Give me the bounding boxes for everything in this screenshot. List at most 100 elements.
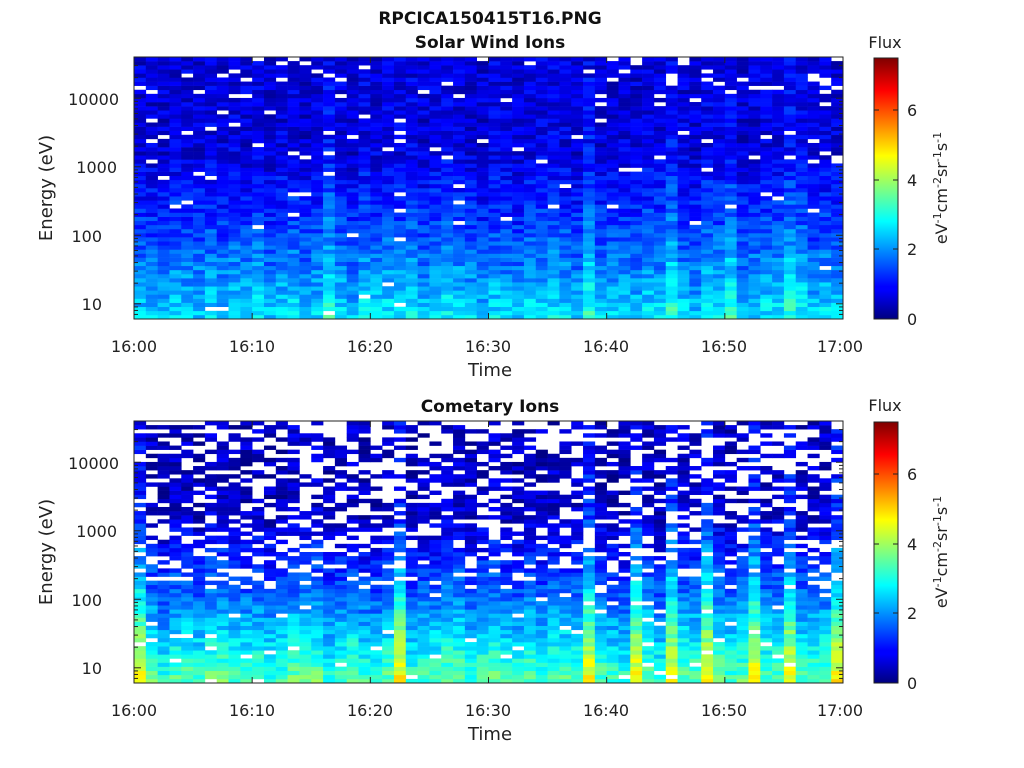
spectrogram-cell [689, 93, 702, 99]
spectrogram-cell [334, 592, 347, 598]
spectrogram-cell [169, 617, 182, 622]
spectrogram-cell [134, 461, 147, 467]
spectrogram-cell [346, 592, 359, 598]
spectrogram-cell [500, 261, 513, 267]
spectrogram-cell [653, 282, 667, 287]
spectrogram-cell [724, 138, 737, 144]
spectrogram-cell [783, 167, 797, 172]
spectrogram-cell [346, 122, 359, 127]
spectrogram-cell [724, 179, 737, 185]
spectrogram-cell [488, 220, 501, 226]
spectrogram-cell [393, 310, 407, 316]
spectrogram-cell [240, 69, 253, 74]
spectrogram-cell [653, 147, 667, 152]
spectrogram-cell [488, 61, 501, 66]
spectrogram-cell [772, 57, 785, 62]
spectrogram-cell [417, 261, 430, 267]
spectrogram-cell [393, 261, 407, 267]
spectrogram-cell [713, 65, 726, 70]
spectrogram-cell [701, 265, 714, 271]
spectrogram-cell [512, 118, 525, 123]
spectrogram-cell [311, 155, 324, 160]
spectrogram-cell [547, 278, 560, 283]
spectrogram-cell [252, 629, 265, 635]
spectrogram-cell [145, 81, 158, 86]
spectrogram-cell [512, 114, 525, 119]
spectrogram-cell [783, 228, 797, 234]
spectrogram-cell [370, 57, 383, 62]
spectrogram-cell [311, 298, 324, 303]
spectrogram-cell [346, 572, 359, 577]
spectrogram-cell [630, 126, 643, 131]
spectrogram-cell [583, 306, 596, 312]
spectrogram-cell [299, 245, 312, 250]
spectrogram-cell [358, 175, 371, 181]
spectrogram-cell [689, 278, 702, 283]
spectrogram-cell [500, 278, 513, 283]
spectrogram-cell [370, 556, 383, 561]
spectrogram-cell [736, 118, 749, 123]
spectrogram-cell [275, 421, 288, 426]
spectrogram-cell [134, 151, 147, 156]
spectrogram-cell [334, 461, 347, 467]
spectrogram-cell [145, 188, 158, 193]
spectrogram-cell [819, 196, 832, 201]
spectrogram-cell [299, 286, 312, 291]
spectrogram-cell [476, 102, 489, 107]
spectrogram-cell [145, 93, 158, 99]
spectrogram-cell [287, 572, 300, 577]
spectrogram-cell [665, 122, 678, 127]
spectrogram-cell [488, 114, 501, 119]
spectrogram-cell [240, 57, 253, 62]
spectrogram-cell [193, 249, 206, 254]
spectrogram-cell [169, 138, 182, 144]
spectrogram-cell [429, 110, 442, 115]
spectrogram-cell [287, 97, 300, 103]
spectrogram-cell [405, 77, 418, 82]
spectrogram-cell [311, 654, 324, 659]
spectrogram-cell [488, 102, 501, 107]
spectrogram-cell [169, 110, 182, 115]
spectrogram-cell [618, 81, 631, 86]
spectrogram-cell [323, 642, 336, 647]
spectrogram-cell [204, 212, 218, 217]
spectrogram-cell [358, 142, 371, 148]
spectrogram-cell [299, 102, 312, 107]
spectrogram-cell [263, 102, 277, 107]
spectrogram-cell [263, 183, 277, 189]
spectrogram-cell [535, 118, 548, 123]
spectrogram-cell [405, 65, 418, 70]
spectrogram-cell [772, 106, 785, 111]
spectrogram-cell [346, 171, 359, 177]
spectrogram-cell [736, 257, 749, 262]
spectrogram-cell [382, 650, 395, 655]
spectrogram-cell [819, 106, 832, 111]
spectrogram-cell [393, 498, 407, 504]
spectrogram-cell [665, 269, 678, 275]
spectrogram-cell [417, 654, 430, 659]
spectrogram-cell [370, 257, 383, 262]
spectrogram-cell [169, 515, 182, 520]
spectrogram-cell [157, 298, 170, 303]
spectrogram-cell [204, 233, 218, 238]
spectrogram-cell [287, 273, 300, 279]
spectrogram-cell [311, 237, 324, 242]
spectrogram-cell [145, 306, 158, 312]
spectrogram-cell [181, 597, 194, 602]
spectrogram-cell [453, 192, 466, 197]
spectrogram-cell [169, 81, 182, 86]
spectrogram-cell [571, 265, 584, 271]
spectrogram-cell [228, 601, 241, 606]
spectrogram-cell [429, 245, 442, 250]
spectrogram-cell [547, 114, 560, 119]
spectrogram-cell [382, 245, 395, 250]
spectrogram-cell [630, 192, 643, 197]
spectrogram-cell [157, 237, 170, 242]
spectrogram-cell [181, 147, 194, 152]
spectrogram-cell [275, 57, 288, 62]
spectrogram-cell [453, 273, 466, 279]
spectrogram-cell [228, 646, 241, 651]
spectrogram-cell [642, 212, 655, 217]
spectrogram-cell [476, 269, 489, 275]
spectrogram-cell [323, 257, 336, 262]
